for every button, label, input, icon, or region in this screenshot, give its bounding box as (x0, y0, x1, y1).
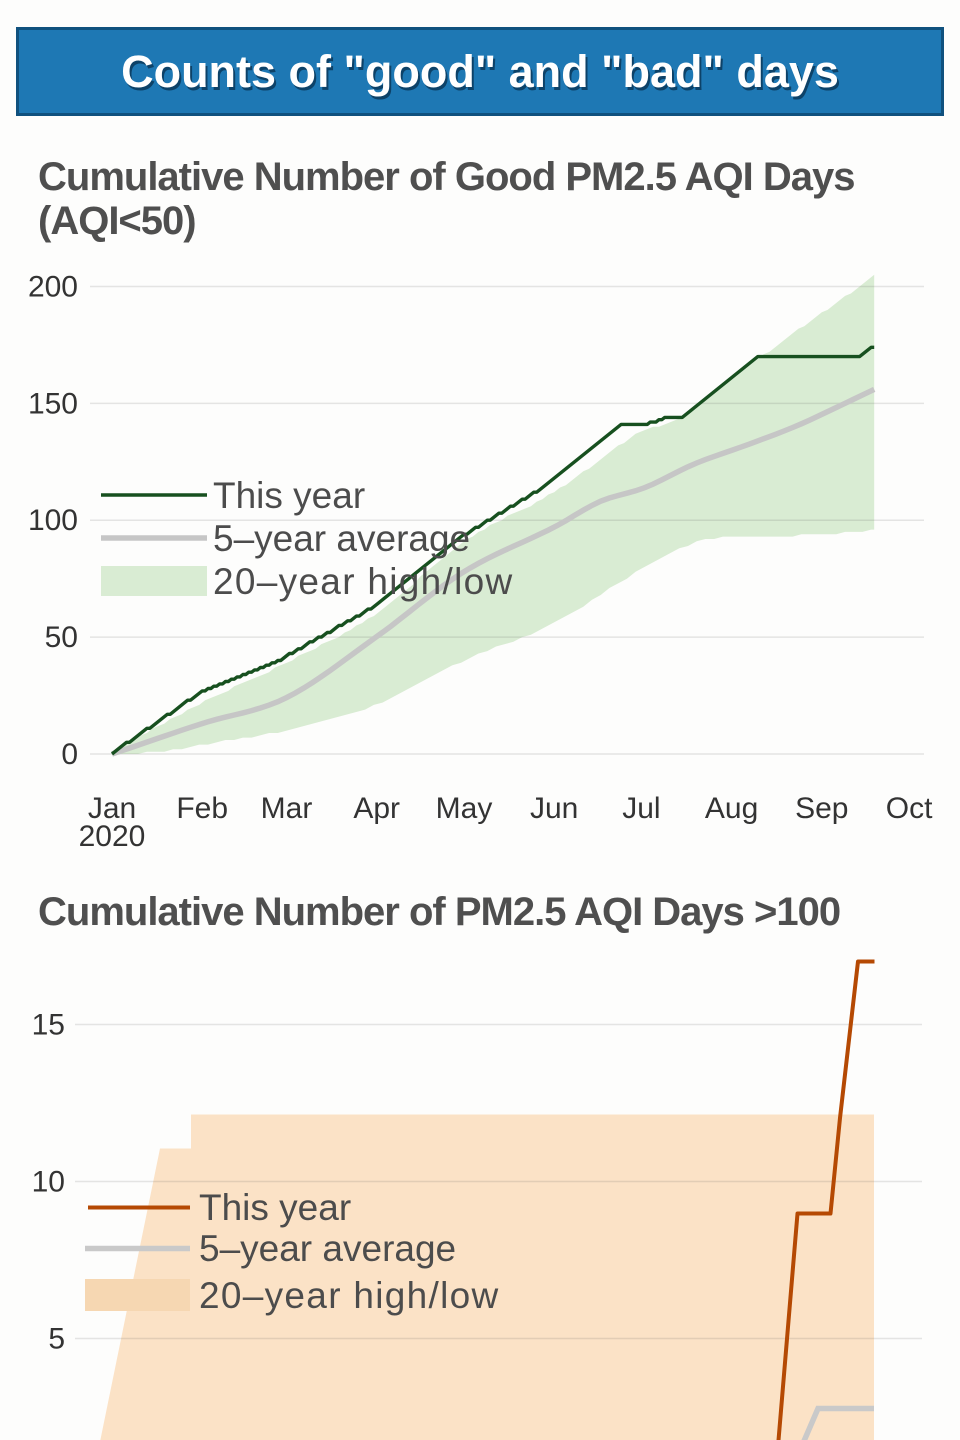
svg-text:Mar: Mar (261, 792, 313, 825)
svg-text:10: 10 (32, 1166, 65, 1199)
svg-text:Apr: Apr (353, 792, 400, 825)
svg-text:100: 100 (28, 504, 78, 537)
svg-text:Oct: Oct (886, 792, 933, 825)
svg-text:Sep: Sep (795, 792, 848, 825)
svg-text:This year: This year (199, 1187, 351, 1228)
svg-text:Jul: Jul (622, 792, 660, 825)
svg-text:5: 5 (48, 1323, 65, 1356)
svg-text:Feb: Feb (176, 792, 228, 825)
svg-text:50: 50 (45, 621, 78, 654)
svg-text:200: 200 (28, 271, 78, 304)
svg-text:0: 0 (61, 738, 78, 771)
svg-text:Jan: Jan (88, 792, 136, 825)
svg-text:15: 15 (32, 1009, 65, 1042)
svg-text:5–year average: 5–year average (213, 518, 470, 559)
svg-text:This year: This year (213, 475, 365, 516)
svg-text:2020: 2020 (79, 820, 146, 853)
svg-text:May: May (436, 792, 493, 825)
svg-text:150: 150 (28, 387, 78, 420)
svg-text:5–year average: 5–year average (199, 1228, 456, 1269)
svg-text:Aug: Aug (705, 792, 758, 825)
svg-text:Jun: Jun (530, 792, 578, 825)
svg-text:20–year high/low: 20–year high/low (199, 1275, 500, 1316)
svg-text:20–year high/low: 20–year high/low (213, 561, 514, 602)
